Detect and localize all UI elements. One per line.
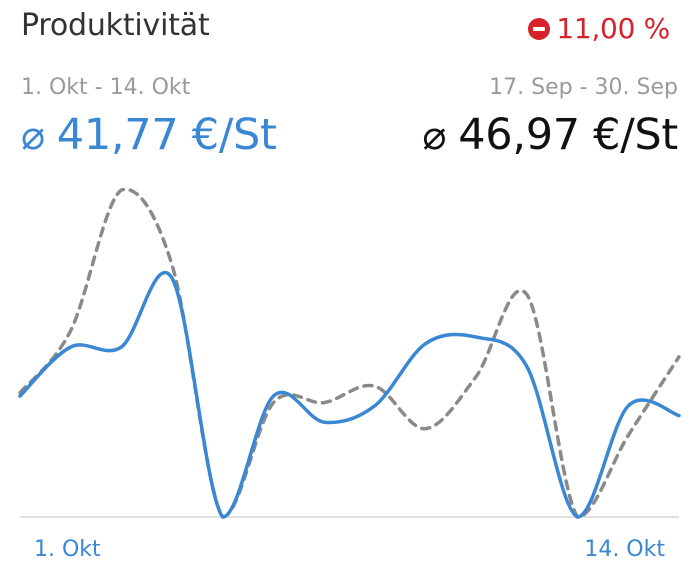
current-period-label: 1. Okt - 14. Okt xyxy=(21,75,191,100)
x-axis-label-end: 14. Okt xyxy=(584,537,665,562)
average-symbol-icon: ⌀ xyxy=(422,113,447,159)
current-period-line xyxy=(18,270,681,519)
minus-circle-icon xyxy=(528,17,551,40)
change-value: 11,00 % xyxy=(556,12,670,45)
x-axis-label-start: 1. Okt xyxy=(34,537,101,562)
average-symbol-icon: ⌀ xyxy=(21,113,45,159)
current-average: ⌀ 41,77 €/St xyxy=(21,110,277,160)
previous-average-value: 46,97 €/St xyxy=(458,110,678,160)
previous-period-label: 17. Sep - 30. Sep xyxy=(489,75,678,100)
current-average-value: 41,77 €/St xyxy=(56,110,277,160)
change-badge: 11,00 % xyxy=(528,12,670,45)
previous-period-line xyxy=(18,187,681,519)
previous-average: ⌀ 46,97 €/St xyxy=(422,110,678,160)
page-title: Produktivität xyxy=(21,8,210,43)
